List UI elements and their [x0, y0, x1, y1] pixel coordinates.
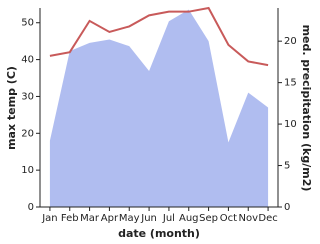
y-tick-label: 10	[21, 165, 34, 176]
x-axis-label: date (month)	[118, 227, 200, 240]
x-tick-label: Sep	[199, 213, 218, 224]
x-tick-label: Oct	[220, 213, 237, 224]
y2-tick-label: 15	[284, 78, 297, 89]
x-tick-label: Dec	[258, 213, 277, 224]
y2-axis-label: med. precipitation (kg/m2)	[300, 25, 313, 192]
y-tick-label: 30	[21, 91, 34, 102]
x-tick-label: Jul	[162, 213, 175, 224]
y-tick-label: 50	[21, 18, 34, 29]
y-tick-label: 0	[28, 202, 34, 213]
x-tick-label: Jun	[140, 213, 157, 224]
x-tick-label: Jan	[41, 213, 57, 224]
y-axis-label: max temp (C)	[5, 66, 18, 150]
y2-tick-label: 5	[284, 161, 290, 172]
y-tick-label: 40	[21, 55, 34, 66]
x-tick-label: Feb	[61, 213, 79, 224]
y2-tick-label: 0	[284, 202, 290, 213]
y2-tick-label: 10	[284, 119, 297, 130]
x-tick-label: May	[119, 213, 140, 224]
x-tick-label: Nov	[238, 213, 258, 224]
x-tick-label: Mar	[80, 213, 100, 224]
precip-area	[49, 9, 269, 207]
x-tick-label: Aug	[179, 213, 199, 224]
y2-tick-label: 20	[284, 36, 297, 47]
temp-line	[49, 6, 269, 67]
x-tick-label: Apr	[101, 213, 119, 224]
y-tick-label: 20	[21, 128, 34, 139]
